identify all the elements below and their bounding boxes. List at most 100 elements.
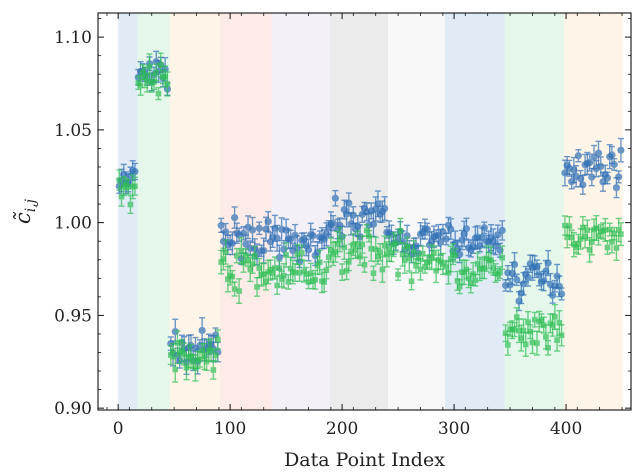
point-marker [531, 316, 538, 323]
y-tick-label: 1.05 [54, 121, 92, 141]
point-marker [381, 204, 389, 213]
point-marker [229, 273, 236, 280]
point-marker [511, 326, 518, 333]
data-point [610, 158, 618, 171]
point-marker [285, 279, 292, 285]
point-marker [494, 231, 502, 239]
point-marker [513, 314, 520, 320]
data-point [331, 189, 339, 207]
point-marker [556, 320, 563, 326]
point-marker [481, 265, 488, 271]
point-marker [582, 233, 588, 240]
data-point [592, 159, 600, 178]
data-point [545, 339, 552, 356]
point-marker [255, 224, 263, 232]
point-marker [395, 271, 401, 278]
point-marker [445, 269, 452, 276]
point-marker [404, 243, 410, 250]
point-marker [256, 265, 263, 271]
point-marker [212, 352, 219, 359]
point-marker [198, 326, 206, 335]
data-point [296, 263, 303, 282]
point-marker [399, 251, 406, 258]
point-marker [480, 224, 488, 232]
point-marker [584, 227, 591, 233]
point-marker [146, 63, 153, 70]
point-marker [153, 69, 160, 76]
x-tick-label: 300 [438, 419, 470, 439]
point-marker [439, 228, 447, 236]
point-marker [413, 263, 419, 269]
point-marker [490, 265, 497, 271]
point-marker [162, 73, 168, 80]
point-marker [260, 247, 268, 255]
point-marker [208, 347, 214, 354]
data-point [439, 252, 446, 276]
point-marker [431, 250, 437, 257]
point-marker [597, 162, 605, 171]
point-marker [304, 246, 313, 254]
point-marker [388, 250, 395, 256]
point-marker [499, 254, 506, 261]
point-marker [604, 244, 611, 251]
point-marker [397, 228, 404, 234]
point-marker [220, 256, 227, 262]
point-marker [331, 194, 339, 202]
point-marker [545, 345, 551, 351]
point-marker [609, 239, 615, 245]
point-marker [303, 271, 310, 277]
point-marker [144, 79, 151, 86]
point-marker [131, 167, 139, 176]
data-point [498, 220, 506, 241]
point-marker [549, 291, 557, 299]
point-marker [292, 269, 298, 276]
point-marker [368, 245, 375, 252]
point-marker [442, 235, 450, 243]
data-point [499, 245, 506, 270]
point-marker [433, 267, 439, 274]
point-marker [524, 273, 532, 282]
data-point [510, 252, 519, 278]
data-point [558, 324, 565, 347]
point-marker [617, 146, 625, 154]
data-point [155, 86, 162, 101]
point-marker [573, 244, 579, 250]
data-point [617, 222, 624, 247]
data-point [251, 245, 258, 266]
point-marker [502, 330, 509, 336]
point-marker [410, 248, 417, 255]
point-marker [137, 82, 144, 89]
y-tick-label: 0.90 [54, 399, 92, 419]
point-marker [323, 267, 330, 274]
point-marker [123, 181, 129, 187]
point-marker [586, 246, 593, 253]
point-marker [562, 222, 568, 229]
point-marker [543, 334, 549, 340]
data-point [280, 263, 287, 289]
point-marker [215, 336, 221, 343]
point-marker [132, 183, 138, 190]
data-point [224, 265, 231, 293]
point-marker [243, 252, 249, 259]
region-band [445, 13, 505, 410]
point-marker [402, 257, 408, 264]
point-marker [437, 238, 445, 246]
data-point [513, 273, 521, 287]
point-marker [197, 356, 203, 363]
point-marker [603, 174, 612, 182]
point-marker [352, 247, 359, 253]
point-marker [349, 211, 357, 219]
data-point [255, 221, 263, 236]
data-point [298, 244, 305, 261]
point-marker [613, 245, 620, 251]
x-axis-label: Data Point Index [284, 449, 445, 471]
data-point [603, 171, 612, 185]
point-marker [181, 351, 188, 357]
point-marker [574, 152, 582, 160]
data-point [370, 265, 377, 282]
point-marker [602, 227, 609, 233]
point-marker [377, 249, 383, 256]
region-band [118, 13, 138, 410]
point-marker [332, 249, 339, 255]
point-marker [568, 234, 575, 241]
